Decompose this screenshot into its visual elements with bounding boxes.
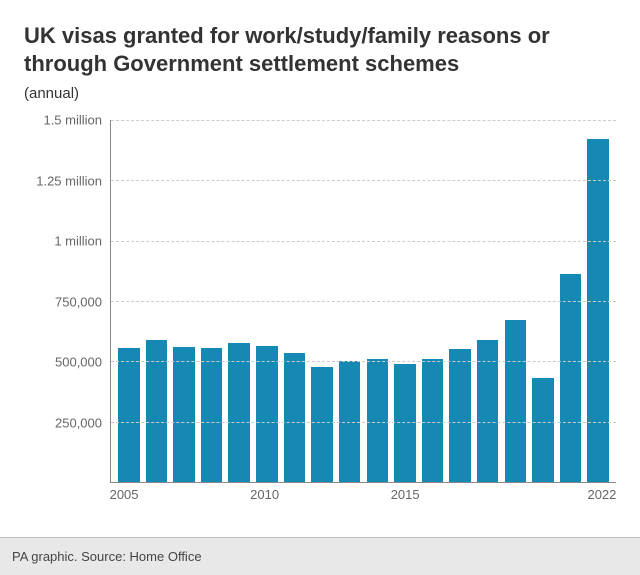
chart-title: UK visas granted for work/study/family r… bbox=[24, 22, 616, 77]
gridline bbox=[111, 180, 616, 181]
bar bbox=[449, 349, 471, 482]
chart-subtitle: (annual) bbox=[24, 85, 616, 102]
xtick-label: 2005 bbox=[110, 487, 139, 502]
ytick-label: 250,000 bbox=[55, 415, 102, 430]
bar bbox=[422, 359, 444, 482]
x-axis: 2005 2010 2015 2022 bbox=[110, 483, 616, 505]
xtick-label: 2010 bbox=[250, 487, 279, 502]
bar bbox=[173, 347, 195, 482]
bar bbox=[532, 378, 554, 482]
ytick-label: 750,000 bbox=[55, 294, 102, 309]
y-axis: 250,000 500,000 750,000 1 million 1.25 milli… bbox=[24, 120, 110, 483]
gridline bbox=[111, 422, 616, 423]
bar bbox=[311, 367, 333, 482]
bar bbox=[367, 359, 389, 482]
gridline bbox=[111, 120, 616, 121]
footer: PA graphic. Source: Home Office bbox=[0, 537, 640, 575]
chart-container: UK visas granted for work/study/family r… bbox=[0, 0, 640, 575]
bar bbox=[394, 364, 416, 482]
ytick-label: 1 million bbox=[54, 234, 102, 249]
plot-region bbox=[110, 120, 616, 483]
bar bbox=[228, 343, 250, 482]
bar bbox=[201, 348, 223, 482]
bar bbox=[587, 139, 609, 482]
xtick-label: 2015 bbox=[391, 487, 420, 502]
bar bbox=[505, 320, 527, 482]
bar bbox=[284, 353, 306, 482]
chart-area: 250,000 500,000 750,000 1 million 1.25 milli… bbox=[24, 120, 616, 505]
title-block: UK visas granted for work/study/family r… bbox=[0, 0, 640, 106]
bar bbox=[256, 346, 278, 482]
gridline bbox=[111, 361, 616, 362]
bar bbox=[118, 348, 140, 482]
footer-text: PA graphic. Source: Home Office bbox=[12, 549, 202, 564]
gridline bbox=[111, 241, 616, 242]
ytick-label: 1.5 million bbox=[43, 113, 102, 128]
ytick-label: 1.25 million bbox=[36, 173, 102, 188]
bar bbox=[560, 274, 582, 482]
ytick-label: 500,000 bbox=[55, 355, 102, 370]
xtick-label: 2022 bbox=[587, 487, 616, 502]
gridline bbox=[111, 301, 616, 302]
